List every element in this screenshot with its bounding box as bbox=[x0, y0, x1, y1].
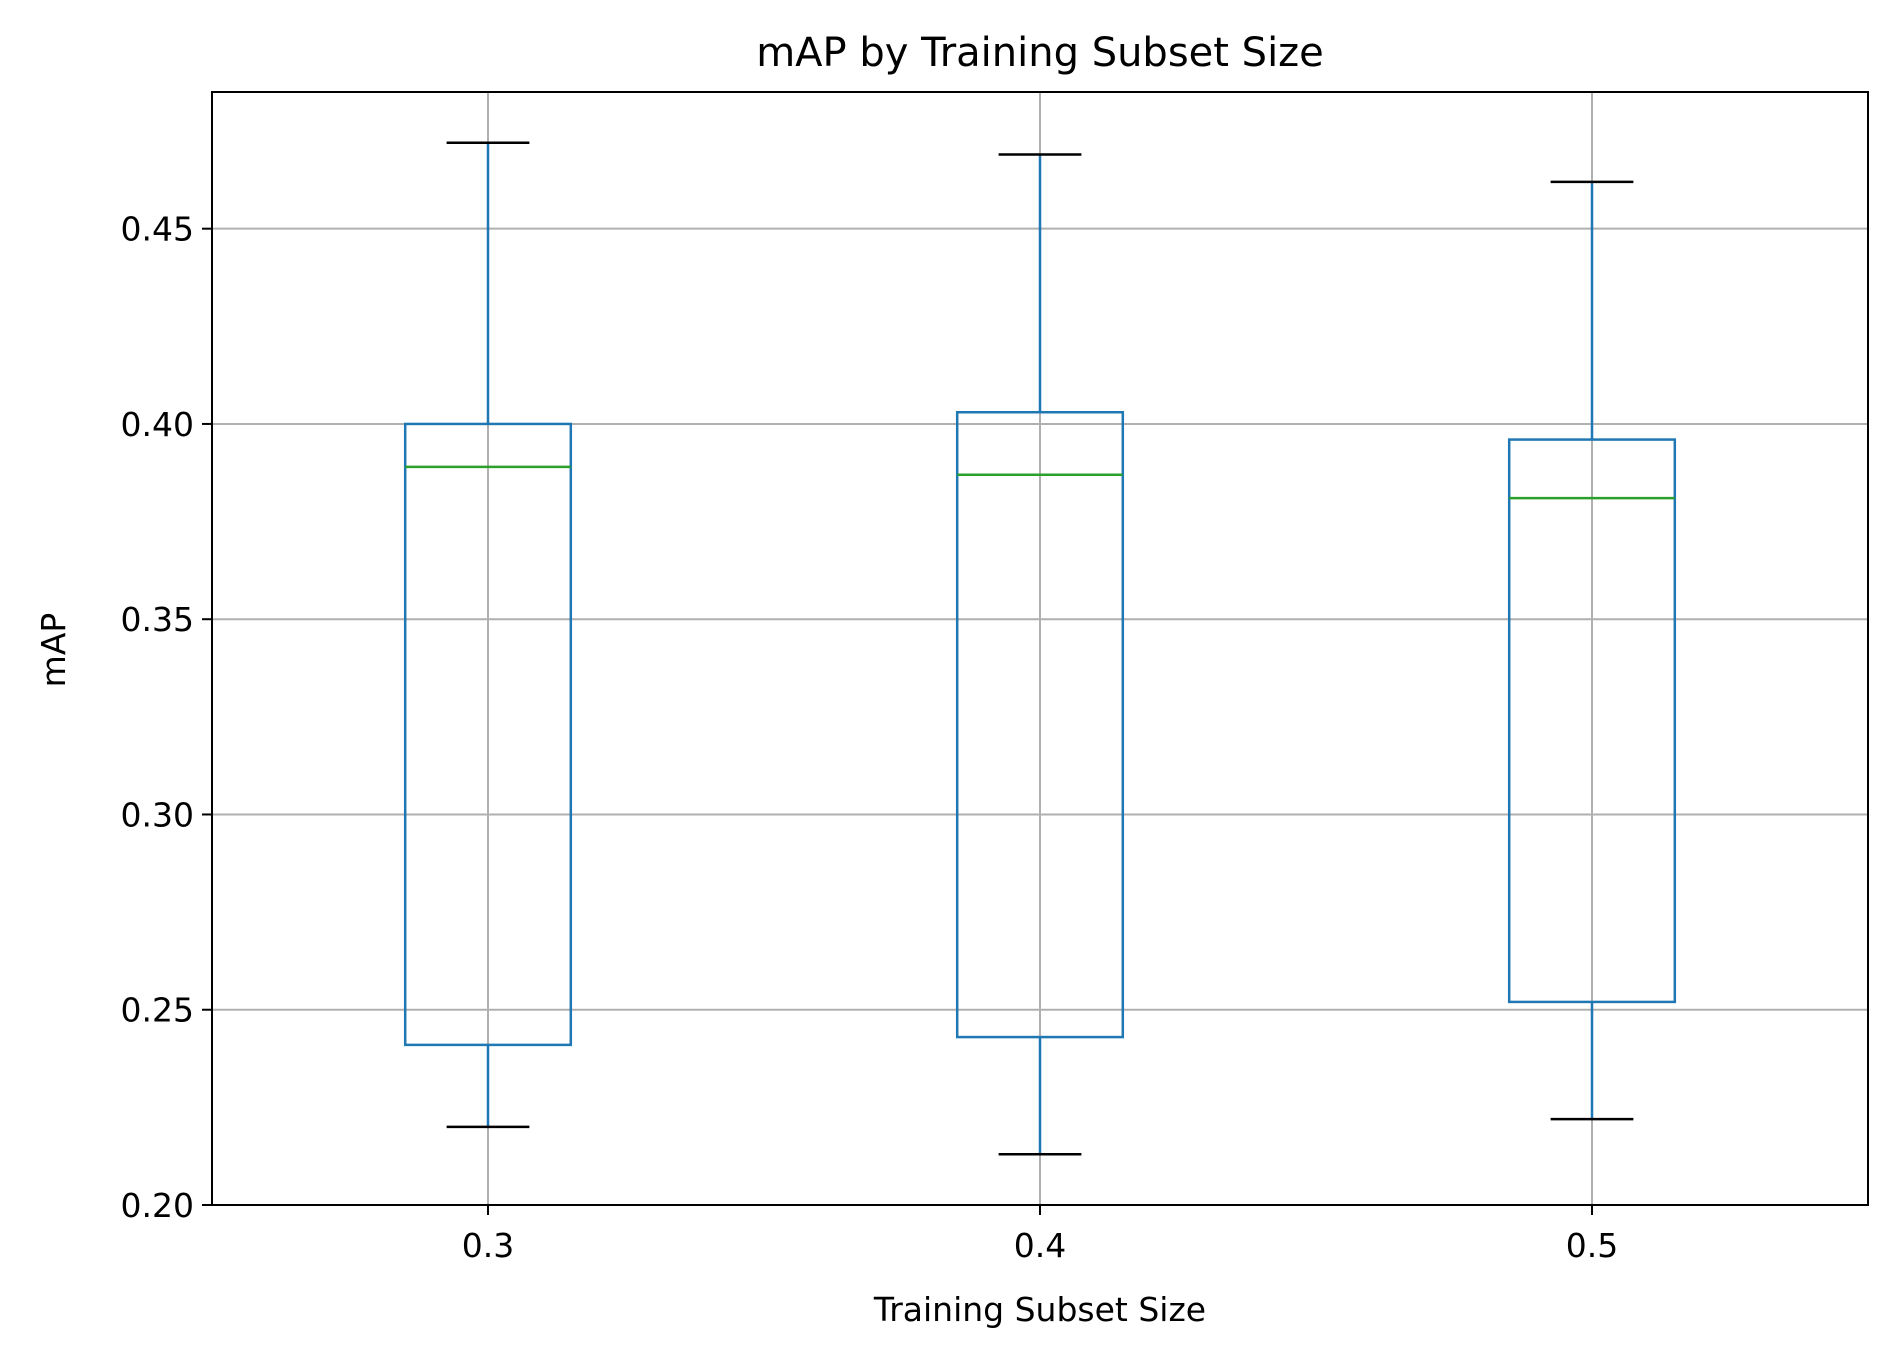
iqr-box bbox=[955, 410, 1125, 1039]
y-tick-label: 0.45 bbox=[121, 210, 194, 249]
y-tick-label: 0.35 bbox=[121, 600, 194, 639]
y-axis-label: mAP bbox=[34, 613, 73, 688]
y-tick-label: 0.20 bbox=[121, 1186, 194, 1225]
chart-title: mAP by Training Subset Size bbox=[756, 30, 1324, 76]
x-tick-label: 0.4 bbox=[1014, 1226, 1066, 1265]
x-tick-label: 0.5 bbox=[1566, 1226, 1618, 1265]
iqr-box bbox=[1507, 438, 1677, 1004]
y-tick-label: 0.25 bbox=[121, 991, 194, 1030]
y-tick-label: 0.30 bbox=[121, 795, 194, 834]
x-axis-label: Training Subset Size bbox=[873, 1290, 1206, 1329]
iqr-box bbox=[403, 422, 573, 1047]
box-group bbox=[403, 141, 573, 1129]
box-group bbox=[955, 153, 1125, 1156]
box-series bbox=[403, 141, 1677, 1156]
box-group bbox=[1507, 180, 1677, 1121]
y-tick-label: 0.40 bbox=[121, 405, 194, 444]
x-tick-label: 0.3 bbox=[462, 1226, 514, 1265]
axes: 0.20 0.25 0.30 0.35 0.40 0.45 0.3 0.4 0.5 bbox=[121, 210, 1619, 1265]
